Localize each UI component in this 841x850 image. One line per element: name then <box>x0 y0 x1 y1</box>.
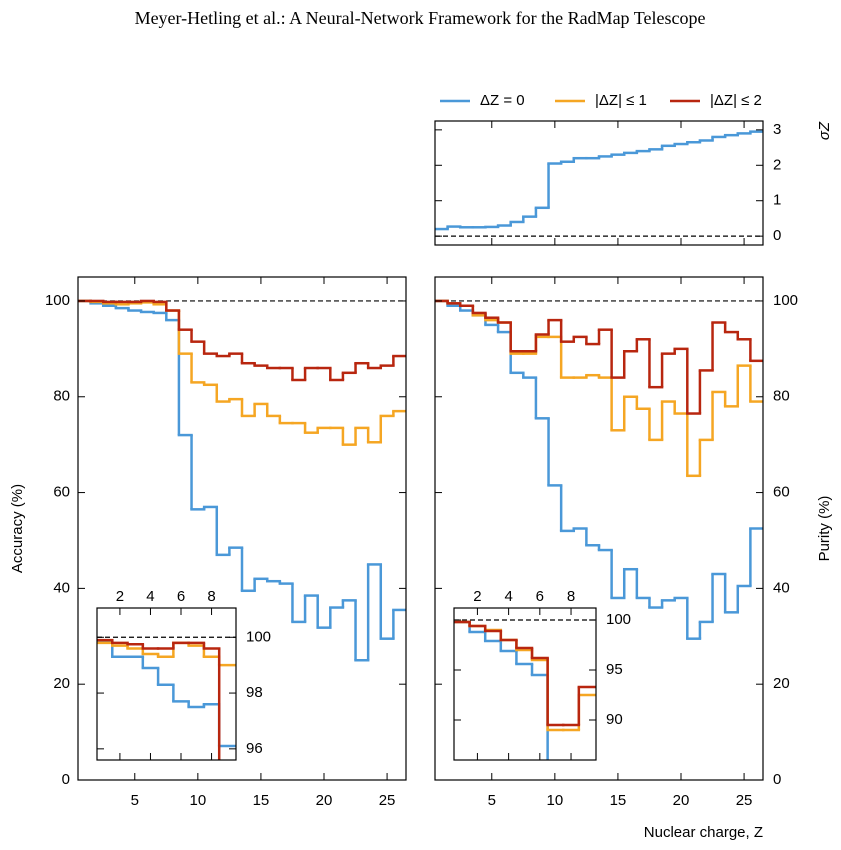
x-tick-label: 15 <box>610 792 627 809</box>
y-tick-label: 60 <box>53 484 70 501</box>
plot-area <box>435 130 763 237</box>
legend-label: ΔZ = 0 <box>480 92 525 109</box>
y-tick-label: 0 <box>773 227 781 244</box>
panel: 0 1 2 3 σZ <box>434 120 833 246</box>
x-tick-label: 6 <box>536 588 544 605</box>
y-tick-label: 1 <box>773 192 781 209</box>
y-tick-label: 20 <box>53 675 70 692</box>
y-tick-label: 0 <box>773 771 781 788</box>
y-tick-label: 96 <box>246 740 263 757</box>
x-tick-label: 10 <box>547 792 564 809</box>
x-axis-label: Nuclear charge, Z <box>644 824 763 841</box>
y-tick-label: 100 <box>246 628 271 645</box>
panel-frame <box>77 276 407 781</box>
y-tick-label: 80 <box>53 388 70 405</box>
panel: 90 95 100 2 4 6 8 <box>453 588 631 761</box>
panel: 96 98 100 2 4 6 8 <box>96 588 271 761</box>
page-title: Meyer-Hetling et al.: A Neural-Network F… <box>135 8 706 28</box>
x-tick-label: 5 <box>488 792 496 809</box>
y-tick-label: 98 <box>246 684 263 701</box>
panel-frame <box>96 607 237 761</box>
legend-label: |ΔZ| ≤ 1 <box>595 92 647 109</box>
y-tick-label: 40 <box>773 579 790 596</box>
y-tick-label: 95 <box>606 661 623 678</box>
x-tick-label: 25 <box>379 792 396 809</box>
plot-area <box>78 299 406 662</box>
y-tick-label: 100 <box>606 611 631 628</box>
panel-frame <box>434 276 764 781</box>
x-tick-label: 5 <box>131 792 139 809</box>
legend: ΔZ = 0 |ΔZ| ≤ 1 |ΔZ| ≤ 2 <box>440 92 762 109</box>
y-tick-label: 90 <box>606 711 623 728</box>
panel-frame <box>453 607 597 761</box>
y-tick-label: 100 <box>45 292 70 309</box>
plot-area <box>454 619 596 760</box>
x-tick-label: 15 <box>253 792 270 809</box>
x-tick-label: 6 <box>177 588 185 605</box>
y-tick-label: 20 <box>773 675 790 692</box>
x-tick-label: 20 <box>316 792 333 809</box>
x-tick-label: 8 <box>567 588 575 605</box>
y-tick-label: 60 <box>773 484 790 501</box>
x-tick-label: 4 <box>146 588 154 605</box>
panel-background <box>454 608 596 760</box>
x-tick-label: 8 <box>207 588 215 605</box>
y-tick-label: 0 <box>62 771 70 788</box>
x-tick-label: 4 <box>504 588 512 605</box>
x-tick-label: 10 <box>190 792 207 809</box>
panel-frame <box>434 120 764 246</box>
x-tick-label: 20 <box>673 792 690 809</box>
y-axis-label: σZ <box>816 121 833 140</box>
y-tick-label: 100 <box>773 292 798 309</box>
y-tick-label: 3 <box>773 121 781 138</box>
y-axis-label: Accuracy (%) <box>9 484 26 573</box>
legend-label: |ΔZ| ≤ 2 <box>710 92 762 109</box>
y-tick-label: 80 <box>773 388 790 405</box>
y-axis-label: Purity (%) <box>816 496 833 562</box>
y-tick-label: 2 <box>773 156 781 173</box>
y-tick-label: 40 <box>53 579 70 596</box>
x-tick-label: 25 <box>736 792 753 809</box>
x-tick-label: 2 <box>116 588 124 605</box>
panel: 0 20 40 60 80 100 5 10 15 20 25 Purity (%) Nuclear c… <box>434 276 833 841</box>
x-tick-label: 2 <box>473 588 481 605</box>
plot-area <box>97 636 236 760</box>
